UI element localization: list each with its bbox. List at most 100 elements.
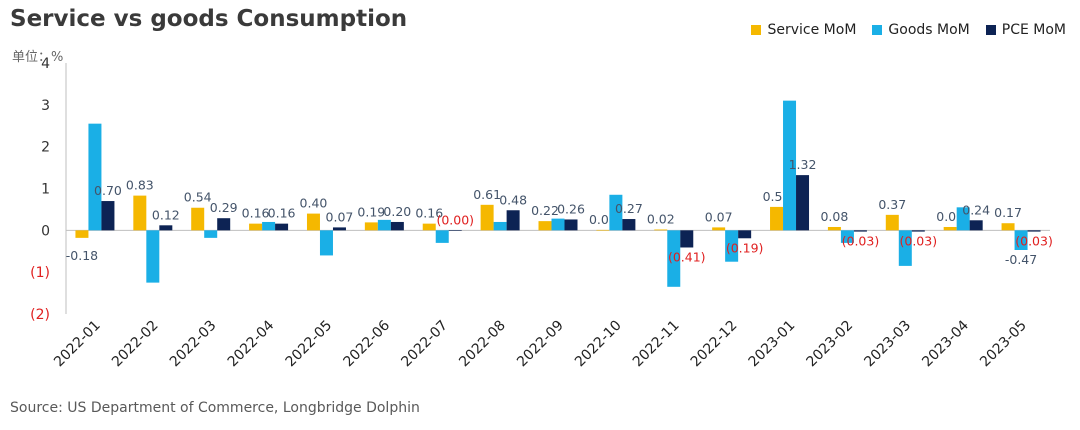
unit-label: 单位：% xyxy=(12,50,64,65)
bar-goods-mom xyxy=(609,194,623,231)
y-tick-label: (1) xyxy=(30,265,50,281)
bar-pce-mom xyxy=(738,230,752,239)
x-tick-label: 2023-05 xyxy=(977,318,1030,371)
data-label: 0.22 xyxy=(531,203,559,218)
data-label: 0.16 xyxy=(242,206,270,221)
bar-service-mom xyxy=(422,223,436,231)
bar-service-mom xyxy=(364,222,378,231)
data-label: (0.19) xyxy=(726,240,764,255)
bar-goods-mom xyxy=(840,230,854,243)
x-tick-label: 2023-02 xyxy=(804,318,857,371)
data-label: 0.70 xyxy=(94,183,122,198)
legend-swatch-goods xyxy=(872,25,883,35)
bar-service-mom xyxy=(654,229,668,231)
bar-service-mom xyxy=(827,226,841,231)
bar-service-mom xyxy=(191,207,205,231)
data-label: 0.83 xyxy=(126,178,154,193)
legend-label-service: Service MoM xyxy=(767,22,857,38)
bar-service-mom xyxy=(1001,223,1015,231)
x-tick-label: 2022-04 xyxy=(225,317,278,370)
bar-goods-mom xyxy=(898,230,912,266)
bar-service-mom xyxy=(943,226,957,231)
data-label: 0.07 xyxy=(705,209,733,224)
legend-swatch-pce xyxy=(985,25,996,35)
data-label: 0.40 xyxy=(300,196,328,211)
bar-pce-mom xyxy=(332,227,346,231)
bar-service-mom xyxy=(596,229,610,231)
data-label: 0.16 xyxy=(415,206,443,221)
data-label: 0.26 xyxy=(557,201,585,216)
data-label: 0.19 xyxy=(357,204,385,219)
data-label: 0.37 xyxy=(878,197,906,212)
bar-goods-mom xyxy=(783,100,797,231)
data-label: (0.03) xyxy=(1015,234,1053,249)
bar-goods-mom xyxy=(88,123,102,231)
y-tick-label: (2) xyxy=(30,307,50,323)
bar-goods-mom xyxy=(667,230,681,287)
x-tick-label: 2022-11 xyxy=(630,318,683,371)
bar-service-mom xyxy=(885,214,899,231)
x-tick-label: 2022-09 xyxy=(514,318,567,371)
chart-title: Service vs goods Consumption xyxy=(10,6,408,32)
x-tick-label: 2022-12 xyxy=(688,318,741,371)
data-label: 0.08 xyxy=(820,209,848,224)
data-label: 0.54 xyxy=(184,190,212,205)
bar-service-mom xyxy=(75,230,89,238)
x-tick-label: 2023-01 xyxy=(746,318,799,371)
legend-label-pce: PCE MoM xyxy=(1001,22,1066,38)
data-label: 0.07 xyxy=(326,209,354,224)
y-tick-label: 1 xyxy=(41,182,50,198)
bar-goods-mom xyxy=(551,218,565,231)
data-label: 0.02 xyxy=(647,211,675,226)
bar-pce-mom xyxy=(853,230,867,232)
data-label: 0.17 xyxy=(994,205,1022,220)
data-label: -0.18 xyxy=(66,248,98,263)
data-label: 0.24 xyxy=(962,202,990,217)
x-tick-label: 2022-05 xyxy=(283,318,336,371)
data-label: (0.03) xyxy=(842,234,880,249)
bar-pce-mom xyxy=(159,225,173,231)
bar-goods-mom xyxy=(956,207,970,231)
bar-pce-mom xyxy=(911,230,925,232)
bar-pce-mom xyxy=(564,219,578,231)
bar-pce-mom xyxy=(622,219,636,231)
bar-pce-mom xyxy=(448,230,462,231)
bar-goods-mom xyxy=(319,230,333,256)
x-tick-label: 2022-10 xyxy=(572,318,625,371)
x-tick-label: 2022-01 xyxy=(51,318,104,371)
bar-goods-mom xyxy=(262,221,276,231)
data-label: (0.41) xyxy=(668,249,706,264)
data-label: -0.47 xyxy=(1005,252,1037,267)
y-tick-label: 4 xyxy=(41,56,50,72)
x-tick-label: 2022-03 xyxy=(167,318,220,371)
data-label: 0.16 xyxy=(268,206,296,221)
legend: Service MoM Goods MoM PCE MoM xyxy=(751,22,1066,38)
x-tick-label: 2022-07 xyxy=(398,318,451,371)
bar-pce-mom xyxy=(390,221,404,231)
bar-pce-mom xyxy=(506,210,520,231)
bar-service-mom xyxy=(133,195,147,231)
data-label: 0.27 xyxy=(615,201,643,216)
data-label: 0.48 xyxy=(499,192,527,207)
data-label: 0.29 xyxy=(210,200,238,215)
bar-service-mom xyxy=(249,223,263,231)
bar-pce-mom xyxy=(275,223,289,231)
legend-item-goods: Goods MoM xyxy=(872,22,970,38)
bar-pce-mom xyxy=(969,220,983,231)
bar-goods-mom xyxy=(377,219,391,231)
legend-swatch-service xyxy=(751,25,762,35)
bar-goods-mom xyxy=(146,230,160,283)
data-label: 0.20 xyxy=(383,204,411,219)
source-note: Source: US Department of Commerce, Longb… xyxy=(10,400,420,416)
x-tick-label: 2022-06 xyxy=(341,317,394,370)
bar-pce-mom xyxy=(217,218,231,231)
data-label: 0.12 xyxy=(152,207,180,222)
x-tick-label: 2022-08 xyxy=(456,318,509,371)
data-label: 1.32 xyxy=(789,157,817,172)
bar-pce-mom xyxy=(680,230,694,248)
bar-service-mom xyxy=(712,227,726,231)
legend-item-service: Service MoM xyxy=(751,22,856,38)
bar-service-mom xyxy=(306,213,320,231)
bar-goods-mom xyxy=(204,230,218,238)
